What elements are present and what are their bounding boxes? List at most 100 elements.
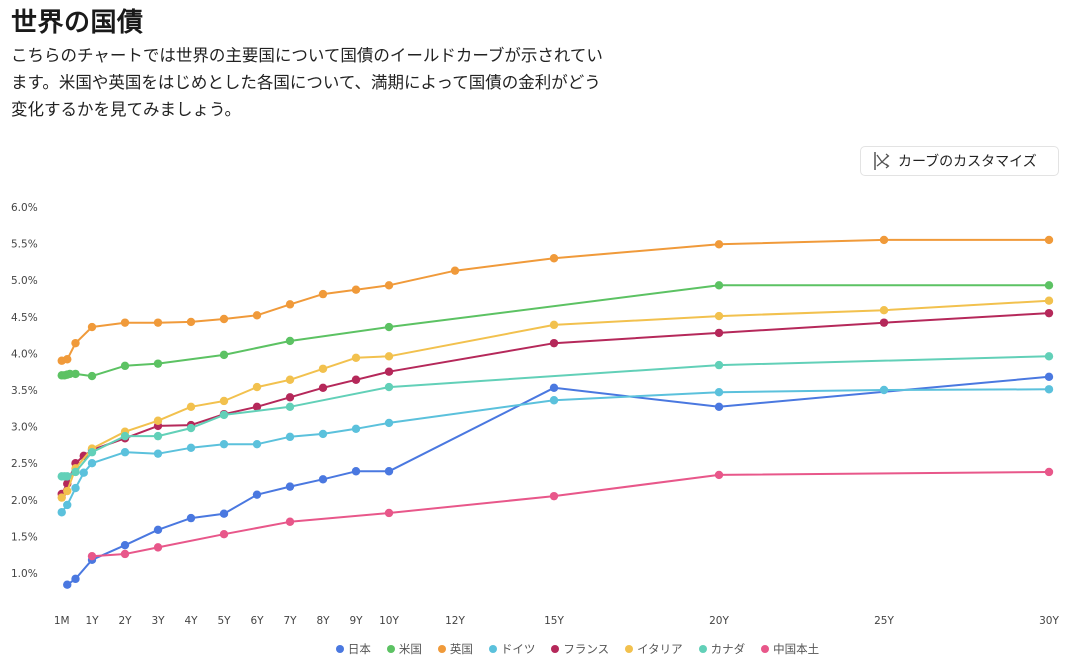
data-point[interactable] [87, 551, 97, 561]
data-point[interactable] [219, 314, 229, 324]
data-point[interactable] [285, 300, 295, 309]
data-point[interactable] [351, 375, 361, 384]
data-point[interactable] [186, 423, 196, 433]
series-カナダ[interactable] [57, 352, 1054, 481]
data-point[interactable] [87, 322, 97, 332]
data-point[interactable] [285, 375, 295, 384]
data-point[interactable] [285, 482, 295, 491]
data-point[interactable] [219, 439, 229, 449]
data-point[interactable] [384, 281, 394, 290]
series-中国本土[interactable] [87, 467, 1054, 561]
series-イタリア[interactable] [57, 296, 1054, 502]
legend-item[interactable]: 米国 [386, 641, 422, 657]
data-point[interactable] [351, 424, 361, 433]
series-日本[interactable] [63, 372, 1054, 589]
data-point[interactable] [153, 525, 163, 535]
series-英国[interactable] [57, 235, 1054, 365]
data-point[interactable] [318, 289, 328, 299]
data-point[interactable] [549, 491, 559, 501]
data-point[interactable] [63, 355, 72, 364]
data-point[interactable] [879, 235, 889, 245]
data-point[interactable] [714, 387, 724, 397]
data-point[interactable] [63, 580, 72, 589]
data-point[interactable] [71, 369, 80, 379]
data-point[interactable] [252, 311, 262, 320]
data-point[interactable] [186, 513, 196, 523]
data-point[interactable] [549, 396, 559, 405]
data-point[interactable] [549, 383, 559, 393]
data-point[interactable] [153, 449, 163, 458]
data-point[interactable] [71, 483, 80, 493]
data-point[interactable] [384, 418, 394, 428]
data-point[interactable] [252, 382, 262, 392]
legend-item[interactable]: カナダ [698, 641, 745, 657]
data-point[interactable] [63, 486, 72, 496]
customize-curve-button[interactable]: カーブのカスタマイズ [860, 146, 1059, 176]
data-point[interactable] [714, 311, 724, 321]
series-米国[interactable] [57, 281, 1054, 381]
data-point[interactable] [384, 467, 394, 476]
series-line[interactable] [61, 284, 1049, 378]
data-point[interactable] [318, 475, 328, 484]
series-ドイツ[interactable] [57, 385, 1054, 517]
data-point[interactable] [219, 530, 229, 539]
data-point[interactable] [120, 361, 130, 371]
data-point[interactable] [153, 431, 163, 441]
legend-item[interactable]: 中国本土 [761, 641, 819, 657]
data-point[interactable] [285, 402, 295, 412]
data-point[interactable] [252, 439, 262, 449]
data-point[interactable] [285, 432, 295, 442]
legend-item[interactable]: ドイツ [488, 641, 535, 657]
data-point[interactable] [351, 285, 361, 294]
legend-item[interactable]: フランス [551, 641, 609, 657]
data-point[interactable] [71, 574, 80, 584]
data-point[interactable] [549, 338, 559, 348]
data-point[interactable] [252, 490, 262, 499]
data-point[interactable] [219, 350, 229, 360]
data-point[interactable] [120, 549, 130, 559]
data-point[interactable] [285, 393, 295, 402]
data-point[interactable] [384, 508, 394, 518]
data-point[interactable] [153, 318, 163, 327]
series-line[interactable] [66, 375, 1050, 586]
data-point[interactable] [252, 402, 262, 412]
legend-item[interactable]: 英国 [437, 641, 473, 657]
data-point[interactable] [120, 448, 130, 457]
data-point[interactable] [57, 493, 66, 502]
data-point[interactable] [549, 254, 559, 263]
data-point[interactable] [1044, 372, 1054, 382]
data-point[interactable] [153, 359, 163, 368]
data-point[interactable] [714, 240, 724, 249]
data-point[interactable] [285, 517, 295, 526]
data-point[interactable] [71, 338, 80, 348]
data-point[interactable] [384, 367, 394, 376]
data-point[interactable] [1044, 308, 1054, 318]
data-point[interactable] [153, 416, 163, 425]
data-point[interactable] [79, 451, 88, 461]
data-point[interactable] [351, 467, 361, 476]
data-point[interactable] [186, 317, 196, 327]
data-point[interactable] [384, 382, 394, 392]
data-point[interactable] [714, 402, 724, 412]
data-point[interactable] [120, 431, 130, 441]
data-point[interactable] [351, 353, 361, 362]
data-point[interactable] [71, 467, 80, 477]
data-point[interactable] [153, 543, 163, 552]
data-point[interactable] [714, 328, 724, 338]
data-point[interactable] [1044, 235, 1054, 245]
data-point[interactable] [714, 470, 724, 480]
legend-item[interactable]: 日本 [335, 641, 371, 657]
data-point[interactable] [79, 468, 88, 477]
data-point[interactable] [879, 318, 889, 327]
data-point[interactable] [57, 508, 66, 517]
data-point[interactable] [120, 540, 130, 550]
data-point[interactable] [186, 443, 196, 453]
data-point[interactable] [549, 320, 559, 330]
data-point[interactable] [1044, 352, 1054, 361]
data-point[interactable] [1044, 296, 1054, 305]
data-point[interactable] [219, 509, 229, 518]
data-point[interactable] [1044, 467, 1054, 477]
data-point[interactable] [87, 448, 97, 457]
data-point[interactable] [318, 383, 328, 393]
data-point[interactable] [879, 385, 889, 395]
